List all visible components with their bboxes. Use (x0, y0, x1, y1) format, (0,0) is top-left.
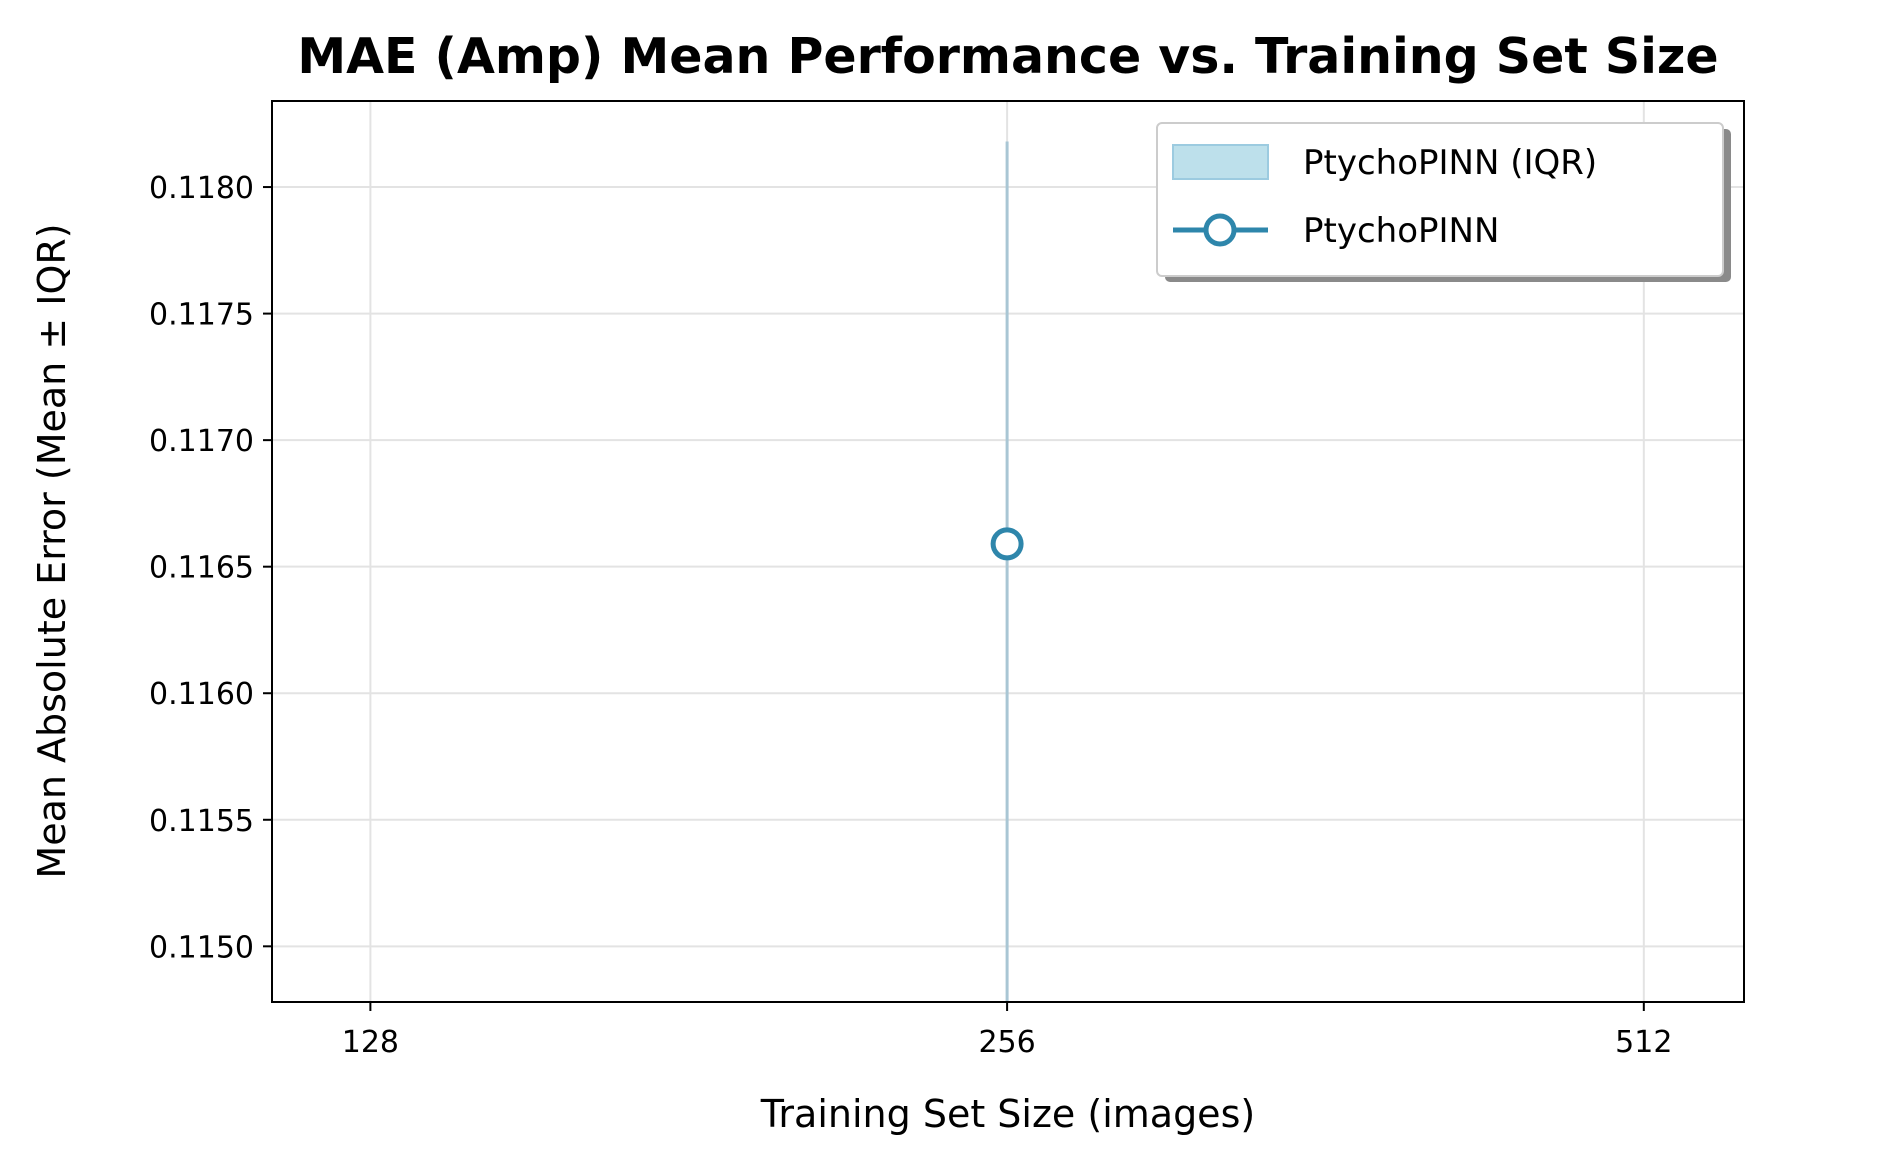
x-tick-label: 256 (978, 1025, 1035, 1060)
y-tick-label: 0.1150 (149, 930, 254, 965)
y-tick-label: 0.1180 (149, 171, 254, 206)
legend-label-series: PtychoPINN (1303, 211, 1499, 251)
y-tick-label: 0.1160 (149, 677, 254, 712)
legend: PtychoPINN (IQR) PtychoPINN (1156, 122, 1731, 282)
y-tick-label: 0.1175 (149, 298, 254, 333)
y-tick-label: 0.1155 (149, 804, 254, 839)
x-axis-label: Training Set Size (images) (760, 1092, 1255, 1136)
legend-iqr-swatch (1172, 144, 1269, 180)
legend-box (1156, 122, 1724, 277)
legend-label-iqr: PtychoPINN (IQR) (1303, 143, 1597, 183)
legend-marker-swatch (1203, 213, 1237, 247)
y-tick-label: 0.1165 (149, 551, 254, 586)
x-tick-label: 128 (342, 1025, 399, 1060)
tick-layer: 0.1150 0.1155 0.1160 0.1165 0.1170 0.1175 0.11… (149, 171, 1672, 1060)
x-tick-label: 512 (1615, 1025, 1672, 1060)
chart-title: MAE (Amp) Mean Performance vs. Training … (297, 28, 1718, 85)
data-point (990, 527, 1024, 561)
y-axis-label: Mean Absolute Error (Mean ± IQR) (30, 223, 74, 878)
y-tick-label: 0.1170 (149, 424, 254, 459)
data-layer (990, 141, 1024, 1002)
